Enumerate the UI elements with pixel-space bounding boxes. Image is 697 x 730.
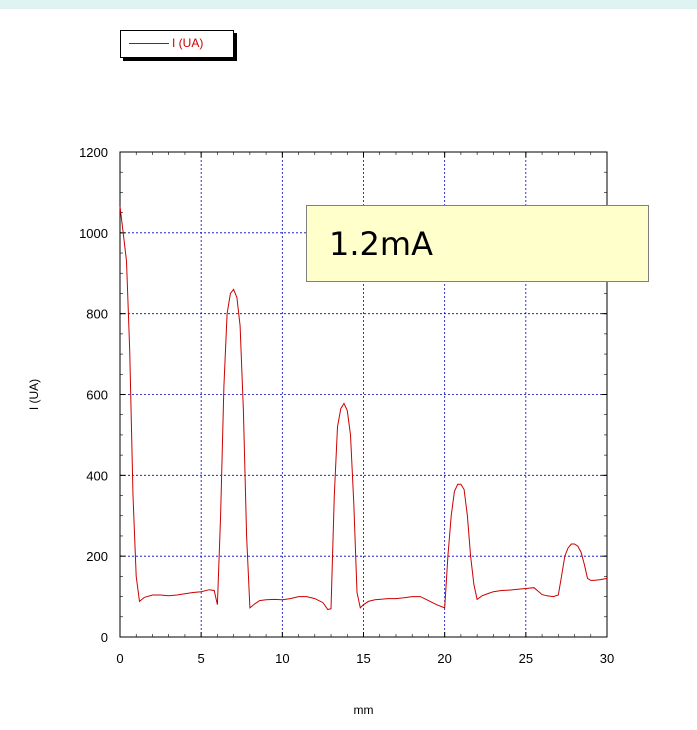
x-tick-label: 30 xyxy=(600,651,614,666)
y-tick-label: 200 xyxy=(86,549,108,564)
y-tick-label: 800 xyxy=(86,307,108,322)
top-band xyxy=(0,0,697,9)
y-tick-label: 1200 xyxy=(79,145,108,160)
x-tick-label: 15 xyxy=(356,651,370,666)
legend-label: I (UA) xyxy=(172,36,204,50)
y-tick-label: 0 xyxy=(101,630,108,645)
y-tick-label: 600 xyxy=(86,388,108,403)
annotation-text: 1.2mA xyxy=(329,224,433,263)
y-axis-title: I (UA) xyxy=(27,379,41,410)
series-line xyxy=(119,206,608,611)
x-tick-label: 0 xyxy=(116,651,123,666)
chart-legend: I (UA) xyxy=(120,30,234,58)
x-axis-title: mm xyxy=(354,703,374,717)
x-tick-label: 25 xyxy=(519,651,533,666)
y-tick-label: 400 xyxy=(86,468,108,483)
x-tick-label: 5 xyxy=(198,651,205,666)
annotation-box: 1.2mA xyxy=(306,205,649,282)
y-tick-label: 1000 xyxy=(79,226,108,241)
x-tick-label: 10 xyxy=(275,651,289,666)
x-tick-label: 20 xyxy=(437,651,451,666)
legend-line-swatch xyxy=(129,43,169,44)
